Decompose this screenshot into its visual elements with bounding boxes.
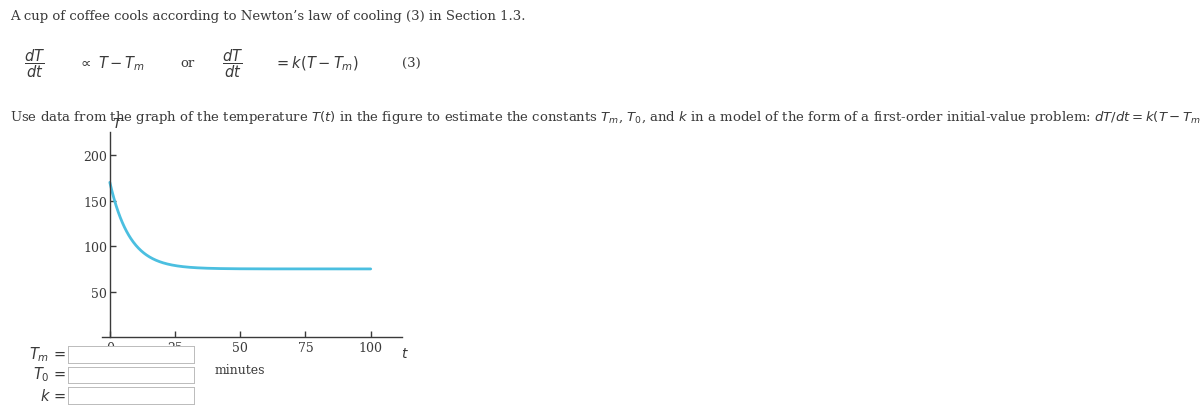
Text: $= k(T - T_m)$: $= k(T - T_m)$ (274, 54, 359, 72)
Text: $\dfrac{dT}{dt}$: $\dfrac{dT}{dt}$ (24, 47, 46, 80)
Text: or: or (180, 57, 194, 70)
Text: A cup of coffee cools according to Newton’s law of cooling (3) in Section 1.3.: A cup of coffee cools according to Newto… (10, 10, 526, 23)
Text: minutes: minutes (215, 363, 265, 376)
Text: Use data from the graph of the temperature $T(t)$ in the figure to estimate the : Use data from the graph of the temperatu… (10, 108, 1200, 125)
Text: $\propto\;T - T_m$: $\propto\;T - T_m$ (78, 54, 145, 73)
Text: $T_0$ =: $T_0$ = (32, 365, 66, 384)
Text: $k$ =: $k$ = (41, 387, 66, 403)
Text: (3): (3) (402, 57, 421, 70)
Text: $t$: $t$ (401, 346, 408, 360)
Text: $T_m$ =: $T_m$ = (29, 344, 66, 363)
Text: $T$: $T$ (113, 116, 124, 130)
Text: $\dfrac{dT}{dt}$: $\dfrac{dT}{dt}$ (222, 47, 244, 80)
